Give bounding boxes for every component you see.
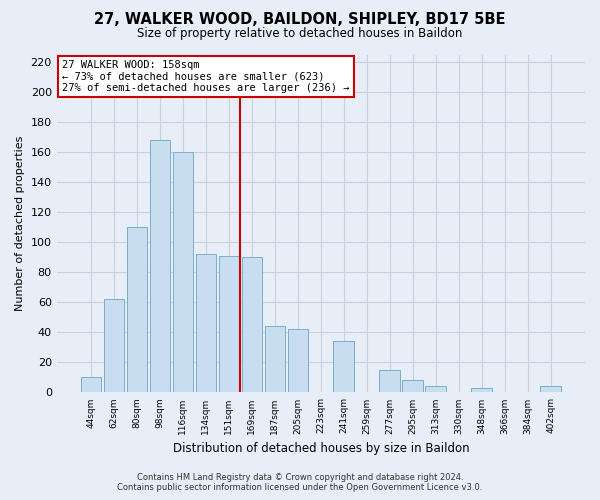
Bar — [287, 330, 308, 392]
Text: 27 WALKER WOOD: 158sqm
← 73% of detached houses are smaller (623)
27% of semi-de: 27 WALKER WOOD: 158sqm ← 73% of detached… — [62, 60, 349, 94]
Bar — [334, 342, 354, 392]
Bar — [242, 258, 262, 392]
X-axis label: Distribution of detached houses by size in Baildon: Distribution of detached houses by size … — [173, 442, 469, 455]
Y-axis label: Number of detached properties: Number of detached properties — [15, 136, 25, 312]
Bar — [218, 256, 239, 392]
Bar — [403, 380, 423, 392]
Bar — [127, 228, 148, 392]
Bar — [196, 254, 216, 392]
Bar — [472, 388, 492, 392]
Bar — [265, 326, 285, 392]
Bar — [149, 140, 170, 392]
Text: Contains HM Land Registry data © Crown copyright and database right 2024.
Contai: Contains HM Land Registry data © Crown c… — [118, 473, 482, 492]
Bar — [104, 300, 124, 392]
Bar — [425, 386, 446, 392]
Bar — [379, 370, 400, 392]
Text: Size of property relative to detached houses in Baildon: Size of property relative to detached ho… — [137, 28, 463, 40]
Text: 27, WALKER WOOD, BAILDON, SHIPLEY, BD17 5BE: 27, WALKER WOOD, BAILDON, SHIPLEY, BD17 … — [94, 12, 506, 28]
Bar — [80, 378, 101, 392]
Bar — [173, 152, 193, 392]
Bar — [541, 386, 561, 392]
